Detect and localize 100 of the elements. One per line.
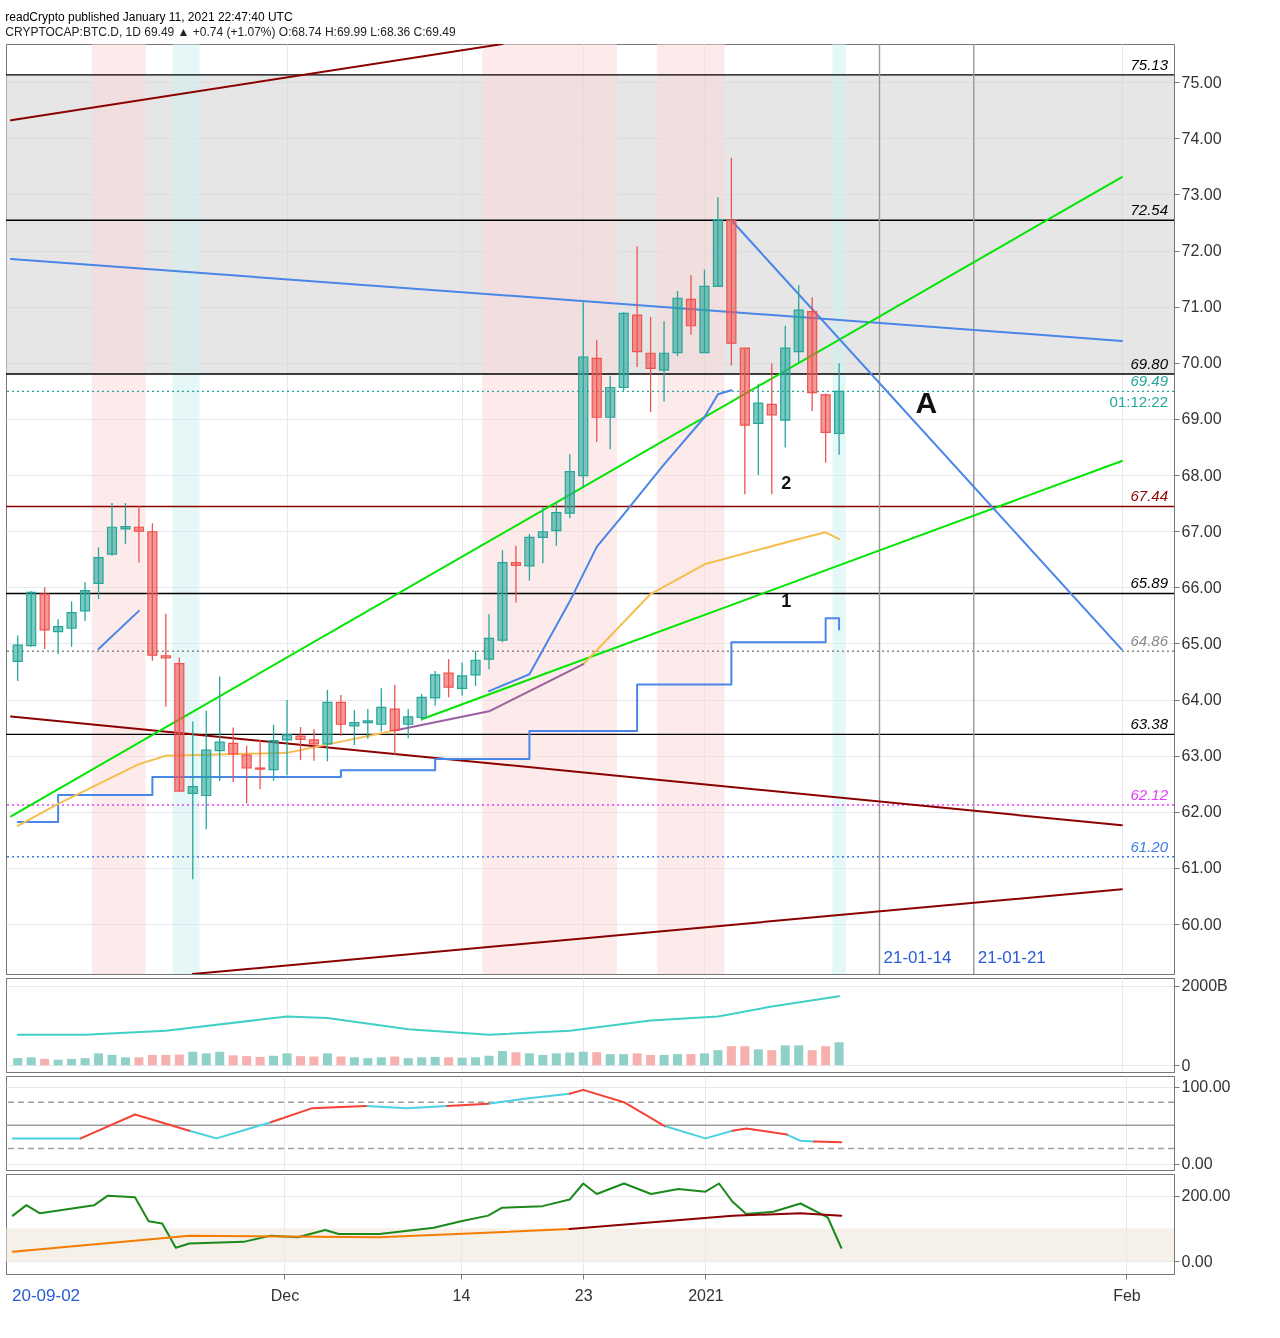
x-tick-label: 2021 xyxy=(688,1286,724,1304)
bar xyxy=(740,1046,750,1066)
bar xyxy=(174,1054,184,1066)
bar xyxy=(296,1056,305,1066)
candlestick xyxy=(699,268,710,354)
y-tick-label: 73.00 xyxy=(1181,185,1222,203)
bar xyxy=(417,1057,427,1066)
candlestick xyxy=(66,600,77,648)
bar xyxy=(538,1054,548,1066)
candlestick xyxy=(322,689,333,762)
bar xyxy=(632,1053,642,1066)
candlestick xyxy=(591,339,602,443)
bar xyxy=(322,1053,332,1066)
candlestick xyxy=(53,618,64,655)
candlestick xyxy=(12,634,23,682)
bar xyxy=(53,1059,63,1066)
y-tick-label: 70.00 xyxy=(1181,354,1222,372)
candlestick xyxy=(497,549,508,643)
bar xyxy=(201,1053,211,1066)
ref-line-label: 67.44 xyxy=(1130,487,1168,505)
bar xyxy=(780,1045,790,1066)
candlestick xyxy=(632,245,643,368)
candlestick xyxy=(241,744,252,805)
y-tick-label: 71.00 xyxy=(1181,298,1222,316)
bar xyxy=(726,1046,736,1066)
candlestick xyxy=(456,661,468,697)
candlestick xyxy=(645,316,656,413)
bar xyxy=(26,1057,36,1066)
bar xyxy=(807,1050,817,1066)
candlestick xyxy=(712,196,724,288)
y-tick-label: 75.00 xyxy=(1181,73,1222,91)
ref-line-label: 61.20 xyxy=(1130,837,1169,855)
candlestick xyxy=(214,675,225,782)
candlestick xyxy=(376,687,387,733)
annotation: 1 xyxy=(781,591,792,611)
ref-line-label: 62.12 xyxy=(1130,786,1169,804)
bar xyxy=(134,1057,144,1066)
bar xyxy=(565,1052,575,1066)
ref-line-label: 69.80 xyxy=(1130,355,1169,373)
candlestick xyxy=(268,724,279,782)
bar xyxy=(147,1054,157,1066)
bar xyxy=(363,1058,373,1066)
bar xyxy=(161,1054,171,1066)
bar xyxy=(659,1054,669,1066)
y-tick-label: 0.00 xyxy=(1181,1252,1213,1270)
bar xyxy=(444,1057,454,1066)
bar xyxy=(255,1056,265,1066)
bar xyxy=(13,1058,23,1066)
candlestick xyxy=(255,739,266,790)
candlestick xyxy=(133,505,145,564)
candlestick xyxy=(389,684,400,756)
annotation: 2 xyxy=(781,472,792,493)
line-series xyxy=(11,1228,571,1253)
bar xyxy=(578,1051,588,1066)
candlestick xyxy=(362,708,373,740)
candlestick xyxy=(174,656,185,792)
y-tick-label: 66.00 xyxy=(1181,578,1222,596)
line-series xyxy=(11,1182,843,1249)
candlestick xyxy=(335,694,346,737)
chart-title: readCrypto published January 11, 2021 22:47:40 UTC xyxy=(5,10,293,25)
candlestick xyxy=(537,506,548,564)
candlestick xyxy=(79,581,91,622)
bar xyxy=(524,1053,534,1066)
bar xyxy=(646,1054,656,1066)
bar xyxy=(80,1058,90,1066)
bar xyxy=(673,1054,683,1066)
y-tick-label: 60.00 xyxy=(1181,915,1222,933)
candlestick xyxy=(308,728,320,762)
bar xyxy=(821,1046,831,1066)
candlestick xyxy=(349,709,360,746)
x-tick-label: 14 xyxy=(452,1286,471,1304)
bar xyxy=(430,1056,440,1066)
bar xyxy=(120,1057,130,1066)
ref-line-label: 72.54 xyxy=(1130,201,1168,219)
y-tick-label: 100.00 xyxy=(1181,1078,1231,1096)
bar xyxy=(457,1057,467,1066)
bar xyxy=(699,1053,709,1066)
bar xyxy=(349,1057,359,1066)
bar xyxy=(40,1058,50,1066)
candlestick xyxy=(685,274,697,336)
candlestick xyxy=(524,533,535,582)
bar xyxy=(794,1045,804,1066)
candlestick xyxy=(228,726,239,783)
line-series xyxy=(582,531,841,666)
ref-line-label: 63.38 xyxy=(1130,715,1169,733)
bar xyxy=(753,1049,763,1066)
candlestick xyxy=(510,545,522,604)
bar xyxy=(484,1055,494,1066)
bar xyxy=(188,1051,198,1066)
bar xyxy=(336,1056,346,1066)
y-tick-label: 0 xyxy=(1181,1056,1191,1074)
bar xyxy=(686,1054,696,1066)
ref-line-label: 21-01-21 xyxy=(977,948,1046,967)
bar xyxy=(94,1053,104,1066)
bar xyxy=(713,1050,723,1066)
candlestick xyxy=(483,613,495,670)
y-tick-label: 68.00 xyxy=(1181,466,1222,484)
candlestick xyxy=(93,546,104,600)
y-tick-label: 74.00 xyxy=(1181,129,1222,147)
bar xyxy=(67,1058,77,1066)
